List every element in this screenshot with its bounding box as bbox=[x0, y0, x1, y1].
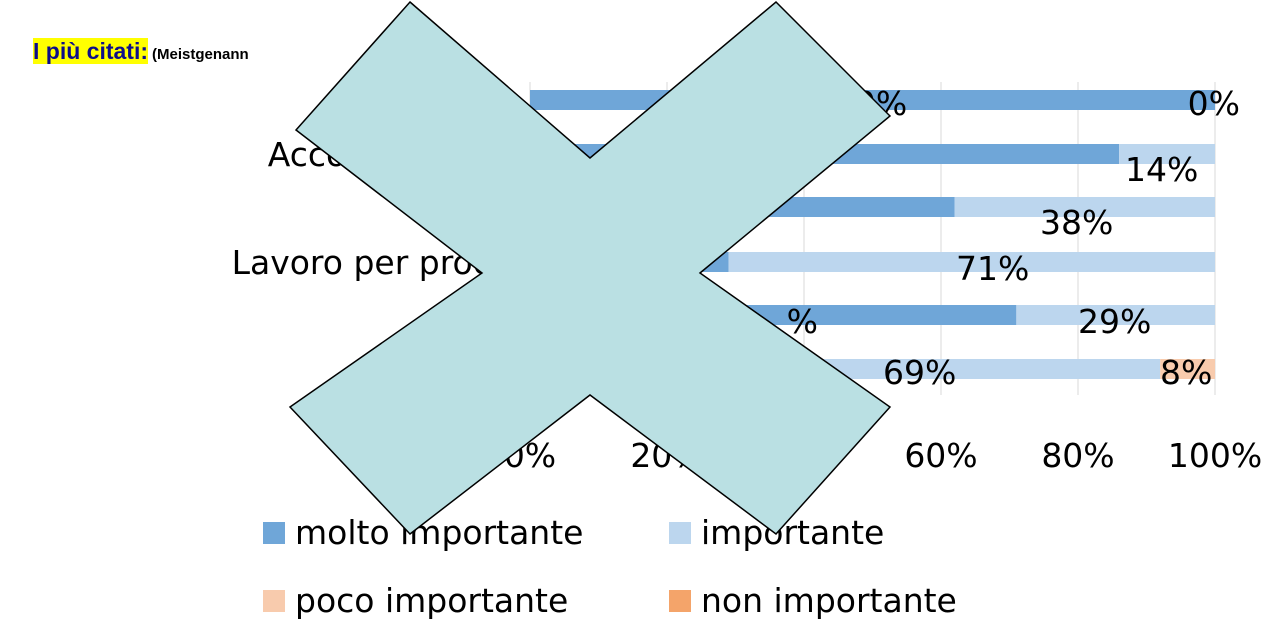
bar-segment-molto-importante bbox=[530, 252, 729, 272]
x-tick-label: 40% bbox=[767, 436, 840, 475]
bar-segment-molto-importante bbox=[530, 305, 1017, 325]
x-axis-ticks: 0% 20% 40% 60% 80% 100% bbox=[504, 436, 1262, 475]
data-labels: 100% 0% 14% 38% 71%% 29% 69% 8% bbox=[787, 84, 1240, 392]
data-label: 100% bbox=[813, 84, 907, 123]
legend-label: molto importante bbox=[295, 513, 583, 552]
data-label: 69% bbox=[883, 353, 956, 392]
data-label: % bbox=[787, 302, 818, 341]
legend-swatch bbox=[263, 590, 285, 612]
legend-label: importante bbox=[701, 513, 884, 552]
bar-segment-molto-importante bbox=[530, 359, 688, 379]
x-tick-label: 60% bbox=[904, 436, 977, 475]
bar-segment-molto-importante bbox=[530, 197, 955, 217]
bar-segment-importante bbox=[1119, 144, 1215, 164]
x-tick-label: 100% bbox=[1168, 436, 1262, 475]
legend-label: non importante bbox=[701, 581, 957, 620]
x-tick-label: 0% bbox=[504, 436, 556, 475]
legend-swatch bbox=[669, 522, 691, 544]
bar-segment-poco-importante bbox=[1160, 359, 1215, 379]
data-label: 29% bbox=[1078, 302, 1151, 341]
legend-label: poco importante bbox=[295, 581, 568, 620]
headline: I più citati: (Meistgenann bbox=[33, 38, 249, 65]
bar-segment-molto-importante bbox=[530, 144, 1120, 164]
data-label: 38% bbox=[1040, 203, 1113, 242]
legend-swatch bbox=[263, 522, 285, 544]
category-label: Di bbox=[479, 350, 514, 389]
data-label: 14% bbox=[1125, 150, 1198, 189]
data-label: 8% bbox=[1160, 353, 1212, 392]
legend: molto importante importante poco important… bbox=[263, 513, 957, 620]
category-label: Lavoro per proge bbox=[232, 243, 514, 282]
x-tick-label: 20% bbox=[630, 436, 703, 475]
data-label: 0% bbox=[1188, 84, 1240, 123]
legend-swatch bbox=[669, 590, 691, 612]
x-tick-label: 80% bbox=[1041, 436, 1114, 475]
headline-main: I più citati: bbox=[33, 38, 148, 64]
headline-sub: (Meistgenann bbox=[152, 46, 249, 63]
bar-segment-importante bbox=[954, 197, 1215, 217]
data-label: 71% bbox=[956, 249, 1029, 288]
category-labels: Accoglienza lib Lavoro per proge Di bbox=[232, 135, 514, 389]
bar-segment-importante bbox=[1016, 305, 1215, 325]
category-label: Accoglienza lib bbox=[268, 135, 514, 174]
